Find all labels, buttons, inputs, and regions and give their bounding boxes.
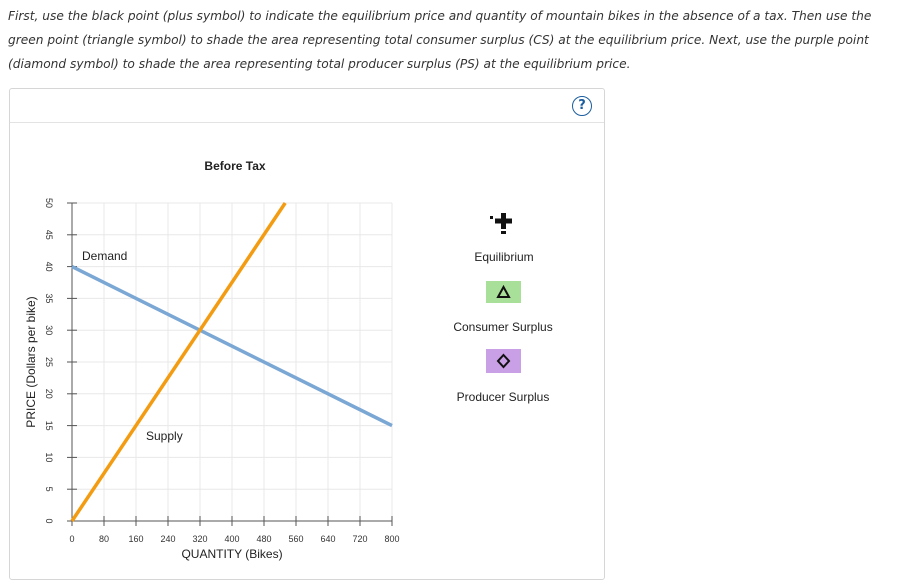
y-tick-label: 15: [44, 421, 54, 431]
x-tick-label: 480: [256, 534, 271, 544]
x-tick-label: 160: [128, 534, 143, 544]
plus-icon: [490, 213, 512, 234]
y-tick-label: 0: [44, 518, 54, 523]
y-tick-label: 5: [44, 487, 54, 492]
x-tick-label: 800: [384, 534, 399, 544]
y-tick-label: 20: [44, 389, 54, 399]
producer-surplus-label: Producer Surplus: [456, 390, 550, 404]
producer-surplus-tool[interactable]: [486, 349, 521, 373]
x-tick-label: 720: [352, 534, 367, 544]
x-tick-label: 240: [160, 534, 175, 544]
help-icon[interactable]: ?: [572, 96, 592, 116]
instructions-text: First, use the black point (plus symbol)…: [8, 9, 872, 71]
equilibrium-tool[interactable]: [488, 208, 520, 236]
demand-label: Demand: [82, 249, 127, 263]
supply-label: Supply: [146, 429, 183, 443]
triangle-icon: [496, 284, 511, 298]
demand-curve: [71, 265, 393, 428]
diamond-icon: [496, 353, 511, 369]
x-tick-label: 0: [69, 534, 74, 544]
consumer-surplus-tool[interactable]: [486, 281, 521, 303]
y-tick-label: 40: [44, 262, 54, 272]
y-tick-label: 25: [44, 357, 54, 367]
x-axis-label: QUANTITY (Bikes): [181, 547, 282, 561]
y-tick-label: 45: [44, 230, 54, 240]
graph-panel: ?: [9, 88, 605, 580]
x-tick-label: 320: [192, 534, 207, 544]
y-tick-label: 30: [44, 325, 54, 335]
x-tick-label: 560: [288, 534, 303, 544]
chart-title: Before Tax: [204, 159, 265, 173]
supply-curve: [70, 202, 287, 522]
y-tick-label: 10: [44, 452, 54, 462]
x-tick-label: 400: [224, 534, 239, 544]
y-tick-label: 50: [44, 198, 54, 208]
panel-header: ?: [10, 89, 604, 123]
x-tick-label: 640: [320, 534, 335, 544]
consumer-surplus-label: Consumer Surplus: [453, 320, 553, 334]
x-tick-label: 80: [99, 534, 109, 544]
y-tick-label: 35: [44, 293, 54, 303]
y-axis-label: PRICE (Dollars per bike): [24, 296, 38, 427]
equilibrium-label: Equilibrium: [474, 250, 534, 264]
